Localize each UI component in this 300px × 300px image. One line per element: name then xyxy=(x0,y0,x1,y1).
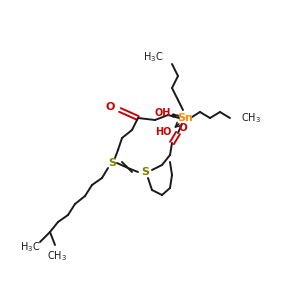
Text: CH$_3$: CH$_3$ xyxy=(47,249,67,263)
Text: S: S xyxy=(108,158,116,168)
Text: CH$_3$: CH$_3$ xyxy=(241,111,261,125)
Text: HO: HO xyxy=(155,127,171,137)
Text: O: O xyxy=(178,123,188,133)
Text: Sn: Sn xyxy=(177,113,193,123)
Text: O: O xyxy=(105,102,115,112)
Text: H$_3$C: H$_3$C xyxy=(143,50,163,64)
Text: S: S xyxy=(141,167,149,177)
Text: H$_3$C: H$_3$C xyxy=(20,240,40,254)
Text: OH: OH xyxy=(155,108,171,118)
